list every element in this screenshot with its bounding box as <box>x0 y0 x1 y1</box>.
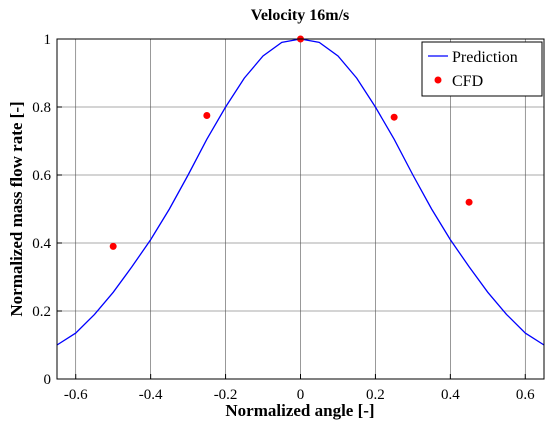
y-tick-label: 0.8 <box>32 100 51 116</box>
x-axis: -0.6 -0.4 -0.2 0 0.2 0.4 0.6 <box>64 374 535 403</box>
y-axis-label: Normalized mass flow rate [-] <box>7 101 26 316</box>
x-axis-label: Normalized angle [-] <box>225 401 374 420</box>
legend-cfd-swatch <box>434 76 442 84</box>
x-tick-label: -0.4 <box>139 387 163 403</box>
cfd-point <box>390 113 398 121</box>
legend-cfd-label: CFD <box>452 73 483 90</box>
x-tick-label: -0.2 <box>214 387 238 403</box>
cfd-point <box>465 198 473 206</box>
y-tick-label: 0.6 <box>32 168 51 184</box>
x-tick-label: 0.2 <box>366 387 385 403</box>
cfd-point <box>109 242 117 250</box>
x-tick-label: 0 <box>297 387 305 403</box>
legend: Prediction CFD <box>421 41 543 97</box>
x-tick-label: 0.4 <box>441 387 460 403</box>
x-tick-label: -0.6 <box>64 387 88 403</box>
legend-prediction-label: Prediction <box>452 49 518 66</box>
y-tick-label: 1 <box>44 32 52 48</box>
x-tick-label: 0.6 <box>516 387 535 403</box>
y-axis: 0 0.2 0.4 0.6 0.8 1 <box>32 32 62 388</box>
legend-box <box>421 41 543 97</box>
y-tick-label: 0 <box>44 372 52 388</box>
y-tick-label: 0.2 <box>32 304 51 320</box>
y-tick-label: 0.4 <box>32 236 51 252</box>
cfd-point <box>203 112 211 119</box>
chart-title: Velocity 16m/s <box>251 7 350 24</box>
